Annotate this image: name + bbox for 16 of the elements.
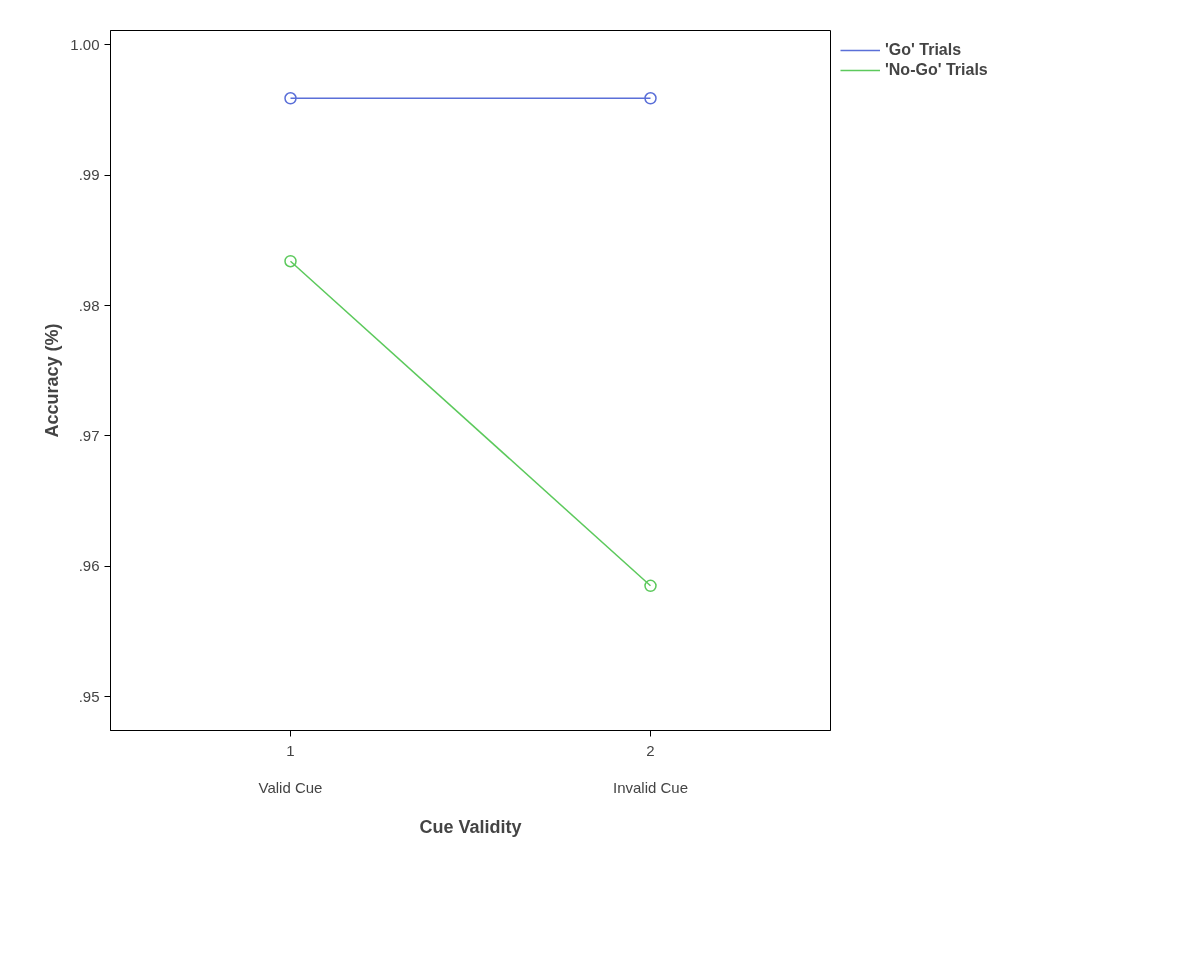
point [644, 92, 657, 105]
legend-label: 'No-Go' Trials [885, 61, 988, 79]
y-tick-label: 1.00 [70, 35, 100, 53]
y-axis-title: Accuracy (%) [42, 323, 63, 438]
y-tick-label: .97 [78, 426, 100, 444]
point [284, 254, 297, 268]
category-label: 2 Invalid Cue [612, 741, 689, 796]
y-tick-label: .95 [78, 687, 100, 705]
x-axis-title: Cue Validity [419, 816, 522, 837]
legend-label: 'Go' Trials [885, 41, 962, 59]
point [644, 579, 657, 593]
y-tick-label: .99 [78, 166, 100, 184]
point [284, 92, 297, 105]
category-label: 1 Valid Cue [258, 741, 323, 796]
y-tick-label: .98 [78, 296, 100, 314]
y-tick-label: .96 [78, 557, 100, 575]
